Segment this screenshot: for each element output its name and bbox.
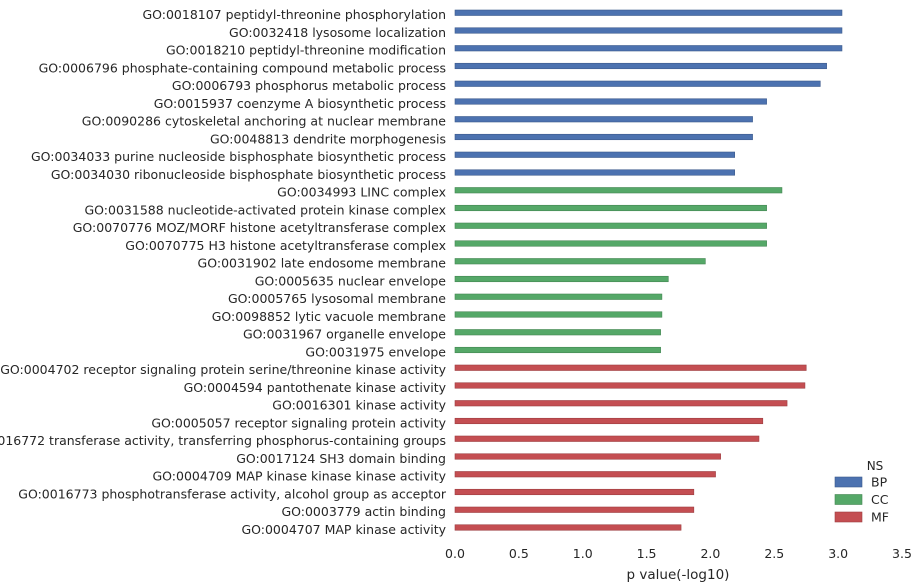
x-tick-label: 2.5 (764, 546, 784, 561)
legend-swatch (834, 511, 863, 523)
bar (454, 524, 682, 531)
bar (454, 329, 661, 336)
category-label: GO:0070776 MOZ/MORF histone acetyltransf… (73, 220, 446, 235)
legend-label: CC (871, 492, 889, 507)
x-axis-ticks: 0.0 0.5 1.0 1.5 2.0 2.5 3.0 3.5 (445, 546, 912, 561)
category-label: GO:0016772 transferase activity, transfe… (0, 433, 446, 448)
category-label: GO:0005635 nuclear envelope (255, 273, 447, 288)
bar (454, 400, 788, 407)
category-label: GO:0031588 nucleotide-activated protein … (84, 202, 446, 217)
category-label: GO:0005765 lysosomal membrane (228, 291, 446, 306)
bar (454, 488, 695, 496)
category-label: GO:0032418 lysosome localization (229, 25, 446, 40)
bar (454, 417, 764, 425)
x-tick-label: 3.0 (828, 546, 848, 561)
category-label: GO:0015937 coenzyme A biosynthetic proce… (154, 96, 446, 111)
bar (454, 204, 767, 212)
category-label: GO:0048813 dendrite morphogenesis (210, 131, 446, 146)
bar (454, 9, 843, 16)
bar (454, 275, 669, 283)
category-label: GO:0017124 SH3 domain binding (236, 451, 446, 466)
bar (454, 364, 807, 371)
legend-entries: BP CC MF (834, 475, 889, 525)
bar (454, 133, 753, 141)
category-label: GO:0018210 peptidyl-threonine modificati… (166, 43, 446, 58)
x-tick-label: 0.0 (445, 546, 465, 561)
x-axis-title: p value(-log10) (627, 567, 730, 583)
category-label: GO:0005057 receptor signaling protein ac… (151, 415, 446, 430)
bar (454, 98, 767, 105)
bar (454, 311, 663, 318)
bar (454, 116, 753, 123)
category-label: GO:0031975 envelope (305, 344, 446, 359)
category-labels: GO:0018107 peptidyl-threonine phosphoryl… (0, 7, 447, 537)
bar (454, 382, 806, 389)
x-tick-label: 2.0 (700, 546, 720, 561)
category-label: GO:0018107 peptidyl-threonine phosphoryl… (142, 7, 446, 22)
bar (454, 80, 821, 87)
category-label: GO:0004707 MAP kinase activity (241, 522, 446, 537)
category-label: GO:0006793 phosphorus metabolic process (172, 78, 446, 93)
category-label: GO:0004702 receptor signaling protein se… (0, 362, 446, 377)
bar (454, 258, 706, 265)
bar (454, 222, 767, 229)
category-label: GO:0034993 LINC complex (277, 185, 446, 200)
category-label: GO:0034033 purine nucleoside bisphosphat… (31, 149, 446, 164)
legend-label: MF (871, 510, 889, 525)
category-label: GO:0003779 actin binding (281, 504, 446, 519)
bar (454, 27, 843, 34)
bar (454, 240, 767, 247)
x-tick-label: 3.5 (892, 546, 912, 561)
legend-label: BP (871, 475, 888, 490)
category-label: GO:0070775 H3 histone acetyltransferase … (125, 238, 446, 253)
legend: NS BP CC MF (834, 459, 889, 525)
x-tick-label: 1.5 (637, 546, 657, 561)
x-tick-label: 1.0 (573, 546, 593, 561)
bar (454, 62, 827, 70)
legend-swatch (834, 476, 863, 488)
category-label: GO:0004709 MAP kinase kinase kinase acti… (153, 469, 447, 484)
legend-title: NS (867, 459, 884, 473)
x-tick-label: 0.5 (509, 546, 529, 561)
bar (454, 293, 663, 300)
category-label: GO:0016773 phosphotransferase activity, … (18, 486, 447, 501)
category-label: GO:0090286 cytoskeletal anchoring at nuc… (82, 114, 447, 129)
legend-swatch (834, 494, 863, 505)
bars-layer (454, 9, 843, 531)
category-label: GO:0006796 phosphate-containing compound… (39, 60, 446, 75)
bar (454, 45, 843, 52)
bar (454, 471, 716, 478)
category-label: GO:0031902 late endosome membrane (198, 256, 447, 271)
bar (454, 169, 735, 176)
bar (454, 435, 760, 442)
category-label: GO:0016301 kinase activity (272, 398, 446, 413)
category-label: GO:0098852 lytic vacuole membrane (212, 309, 447, 324)
bar (454, 506, 695, 513)
bar (454, 346, 661, 354)
bar (454, 453, 721, 460)
bar (454, 187, 783, 194)
bar (454, 151, 735, 158)
category-label: GO:0004594 pantothenate kinase activity (184, 380, 447, 395)
category-label: GO:0034030 ribonucleoside bisphosphate b… (51, 167, 446, 182)
category-label: GO:0031967 organelle envelope (243, 327, 446, 342)
